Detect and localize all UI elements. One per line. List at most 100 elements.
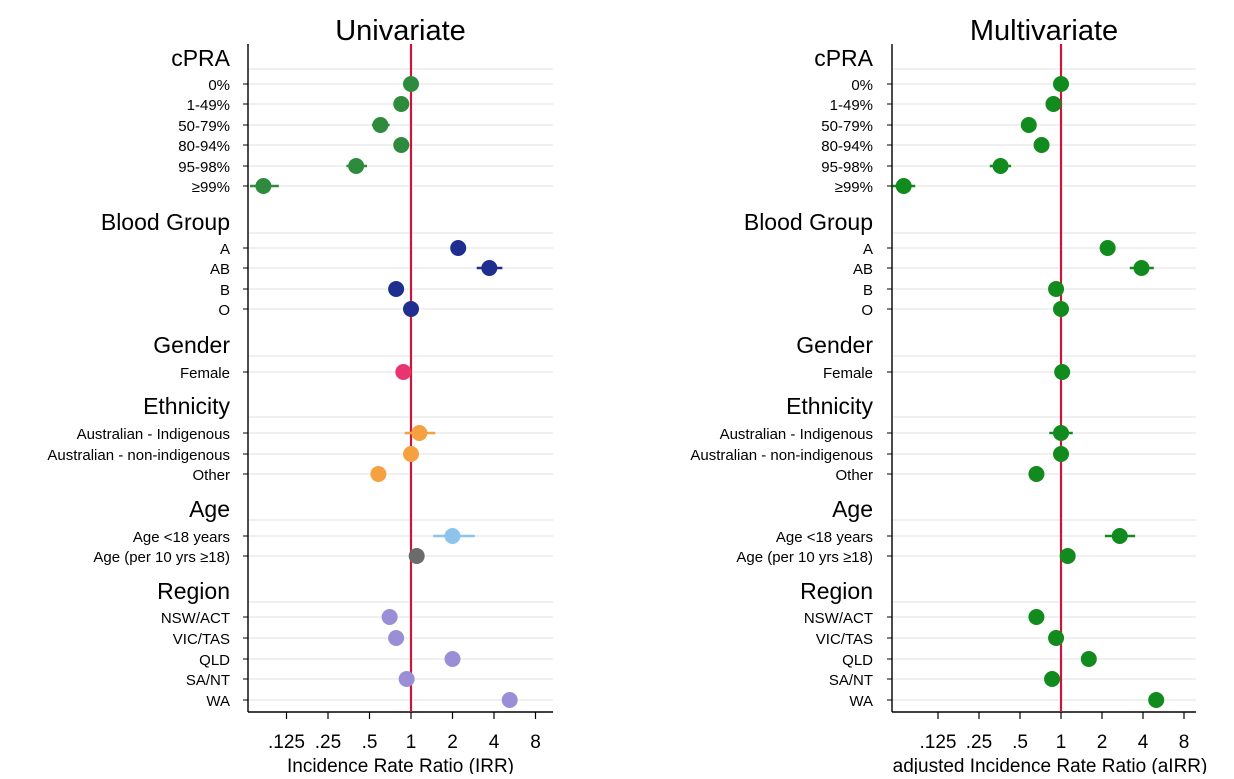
univariate-group-title-blood-group: Blood Group <box>101 209 230 235</box>
univariate-point-age-per-10-yrs-18 <box>408 548 425 564</box>
multivariate-point-0 <box>1053 76 1069 92</box>
multivariate-x-tick-label-125: .125 <box>920 732 957 753</box>
multivariate-x-tick-label-1: 1 <box>1056 732 1067 753</box>
univariate-group-title-gender: Gender <box>153 332 230 358</box>
univariate-point-sa-nt <box>398 671 415 687</box>
univariate-point-australian-non-indigenous <box>403 446 419 462</box>
univariate-x-axis-label: Incidence Rate Ratio (IRR) <box>287 756 514 774</box>
univariate-row-label-australian-non-indigenous: Australian - non-indigenous <box>47 447 230 464</box>
univariate-point-age-18-years <box>444 528 461 544</box>
univariate-row-label-o: O <box>218 302 230 319</box>
univariate-row-label-wa: WA <box>206 693 230 710</box>
univariate-point-wa <box>501 692 518 708</box>
multivariate-row-label-age-18-years: Age <18 years <box>776 529 873 546</box>
multivariate-point-female <box>1054 364 1071 380</box>
multivariate-point-95-98 <box>992 158 1009 174</box>
univariate-row-label-age-18-years: Age <18 years <box>133 529 230 546</box>
univariate-point-99 <box>255 178 272 194</box>
multivariate-row-label-99: ≥99% <box>835 179 873 196</box>
univariate-point-nsw-act <box>381 609 398 625</box>
multivariate-point-wa <box>1148 692 1165 708</box>
univariate-x-tick-label-2: 2 <box>447 732 458 753</box>
multivariate-row-label-australian-non-indigenous: Australian - non-indigenous <box>690 447 873 464</box>
univariate-point-0 <box>403 76 419 92</box>
univariate-row-label-0: 0% <box>208 77 230 94</box>
univariate-row-label-1-49: 1-49% <box>187 97 230 114</box>
univariate-row-label-95-98: 95-98% <box>178 159 230 176</box>
multivariate-point-age-18-years <box>1111 528 1128 544</box>
univariate-row-label-80-94: 80-94% <box>178 138 230 155</box>
univariate-point-qld <box>444 651 461 667</box>
univariate-point-b <box>388 281 405 297</box>
multivariate-title: Multivariate <box>970 15 1118 47</box>
univariate-x-tick-label-1: 1 <box>406 732 417 753</box>
multivariate-row-label-95-98: 95-98% <box>821 159 873 176</box>
univariate-point-80-94 <box>393 137 410 153</box>
univariate-x-tick-label-4: 4 <box>489 732 500 753</box>
multivariate-point-sa-nt <box>1044 671 1061 687</box>
univariate-row-label-ab: AB <box>210 261 230 278</box>
univariate-row-label-female: Female <box>180 365 230 382</box>
multivariate-row-label-sa-nt: SA/NT <box>829 672 873 689</box>
multivariate-group-title-region: Region <box>800 578 873 604</box>
univariate-row-label-99: ≥99% <box>192 179 230 196</box>
multivariate-row-label-1-49: 1-49% <box>830 97 873 114</box>
multivariate-row-label-a: A <box>863 241 873 258</box>
multivariate-group-title-ethnicity: Ethnicity <box>786 393 873 419</box>
multivariate-x-tick-label-2: 2 <box>1097 732 1108 753</box>
univariate-point-o <box>403 301 419 317</box>
multivariate-group-title-blood-group: Blood Group <box>744 209 873 235</box>
multivariate-point-ab <box>1133 260 1150 276</box>
univariate-group-title-region: Region <box>157 578 230 604</box>
univariate-point-a <box>450 240 467 256</box>
multivariate-point-b <box>1048 281 1065 297</box>
univariate-point-other <box>370 466 387 482</box>
multivariate-point-50-79 <box>1020 117 1037 133</box>
univariate-x-tick-label-5: .5 <box>362 732 378 753</box>
multivariate-point-age-per-10-yrs-18 <box>1059 548 1076 564</box>
univariate-row-label-a: A <box>220 241 230 258</box>
multivariate-x-axis-label: adjusted Incidence Rate Ratio (aIRR) <box>893 756 1208 774</box>
univariate-row-label-nsw-act: NSW/ACT <box>161 610 230 627</box>
multivariate-row-label-b: B <box>863 282 873 299</box>
univariate-row-label-50-79: 50-79% <box>178 118 230 135</box>
multivariate-x-tick-label-5: .5 <box>1012 732 1028 753</box>
multivariate-row-label-ab: AB <box>853 261 873 278</box>
univariate-x-tick-label-8: 8 <box>530 732 541 753</box>
univariate-row-label-b: B <box>220 282 230 299</box>
univariate-row-label-age-per-10-yrs-18: Age (per 10 yrs ≥18) <box>93 549 230 566</box>
multivariate-row-label-nsw-act: NSW/ACT <box>804 610 873 627</box>
univariate-point-50-79 <box>372 117 389 133</box>
univariate-point-1-49 <box>393 96 410 112</box>
univariate-point-australian-indigenous <box>411 425 428 441</box>
multivariate-row-label-vic-tas: VIC/TAS <box>816 631 873 648</box>
univariate-point-ab <box>481 260 498 276</box>
univariate-point-vic-tas <box>388 630 405 646</box>
multivariate-point-o <box>1053 301 1069 317</box>
univariate-row-label-vic-tas: VIC/TAS <box>173 631 230 648</box>
multivariate-row-label-australian-indigenous: Australian - Indigenous <box>720 426 873 443</box>
univariate-group-title-age: Age <box>189 496 230 522</box>
univariate-group-title-ethnicity: Ethnicity <box>143 393 230 419</box>
multivariate-row-label-o: O <box>861 302 873 319</box>
multivariate-point-australian-non-indigenous <box>1053 446 1069 462</box>
multivariate-x-tick-label-8: 8 <box>1179 732 1190 753</box>
univariate-row-label-sa-nt: SA/NT <box>186 672 230 689</box>
multivariate-point-other <box>1028 466 1045 482</box>
multivariate-row-label-80-94: 80-94% <box>821 138 873 155</box>
univariate-group-title-cpra: cPRA <box>171 45 230 71</box>
multivariate-row-label-50-79: 50-79% <box>821 118 873 135</box>
multivariate-point-nsw-act <box>1028 609 1045 625</box>
multivariate-row-label-qld: QLD <box>842 652 873 669</box>
multivariate-row-label-female: Female <box>823 365 873 382</box>
univariate-x-tick-label-125: .125 <box>268 732 305 753</box>
multivariate-point-vic-tas <box>1048 630 1065 646</box>
univariate-point-95-98 <box>348 158 365 174</box>
multivariate-row-label-0: 0% <box>851 77 873 94</box>
univariate-title: Univariate <box>335 15 466 47</box>
multivariate-point-qld <box>1080 651 1097 667</box>
univariate-row-label-australian-indigenous: Australian - Indigenous <box>77 426 230 443</box>
multivariate-row-label-wa: WA <box>849 693 873 710</box>
